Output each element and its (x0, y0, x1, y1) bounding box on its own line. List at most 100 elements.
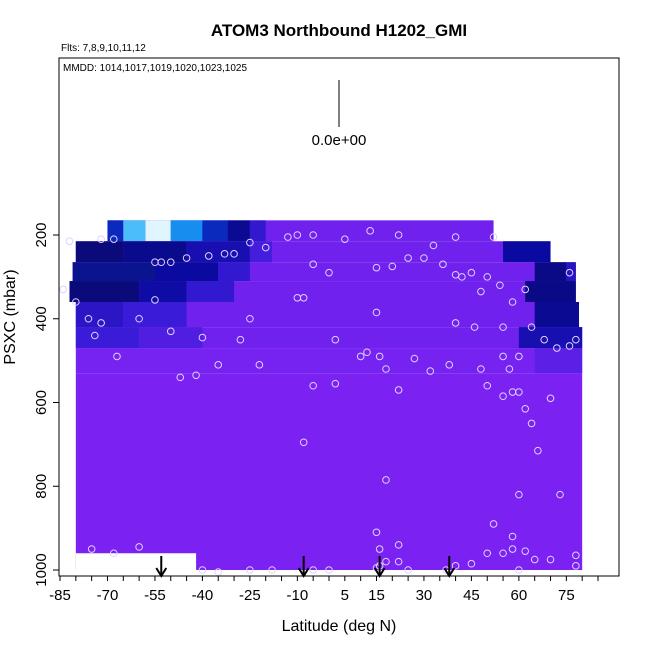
heatmap-cell (525, 281, 576, 302)
heatmap-cell (139, 281, 187, 302)
heatmap-cell (186, 241, 250, 263)
sample-point (553, 344, 561, 352)
sample-point (299, 438, 308, 447)
no-data-region (75, 553, 197, 575)
sample-point (113, 352, 121, 361)
x-tick-label: -25 (239, 587, 261, 604)
sample-point (483, 381, 492, 390)
sample-point (546, 555, 555, 564)
heatmap-cell (75, 373, 583, 570)
sample-point (293, 231, 302, 239)
sample-point (426, 367, 435, 375)
plot-frame (58, 57, 620, 577)
heatmap-cell (534, 302, 580, 328)
sample-point (451, 562, 460, 570)
sample-point (429, 241, 438, 250)
chart-title: ATOM3 Northbound H1202_GMI (211, 21, 467, 40)
heatmap-cell (75, 348, 583, 374)
sample-point (499, 392, 507, 401)
sample-point (477, 365, 485, 373)
sample-point (65, 237, 74, 246)
heatmap-cell (154, 262, 219, 282)
heatmap-cell (227, 220, 250, 242)
sample-point (182, 254, 191, 262)
sample-point (97, 319, 105, 327)
sample-point (372, 528, 381, 537)
sample-point (299, 294, 308, 302)
sample-point (214, 568, 223, 576)
x-tick-label: -10 (287, 587, 309, 604)
sample-point (97, 235, 105, 243)
sample-point (176, 373, 185, 382)
x-tick-label: 75 (558, 587, 575, 604)
heatmap-cell (503, 241, 551, 263)
sample-point (508, 298, 517, 306)
sample-point (483, 273, 492, 281)
sample-point (546, 394, 555, 403)
sample-point (565, 268, 574, 277)
sample-point (527, 419, 536, 428)
sample-point (499, 352, 507, 361)
sample-point (331, 335, 340, 344)
sample-point (166, 258, 175, 267)
sample-point (530, 555, 539, 564)
x-axis-label: Latitude (deg N) (282, 618, 397, 635)
y-tick-label: 600 (33, 390, 50, 415)
sample-point (284, 233, 292, 241)
heatmap-cell (202, 220, 228, 242)
sample-point (382, 476, 390, 484)
heatmap-cell (72, 262, 155, 282)
dates-note: MMDD: 1014,1017,1019,1020,1023,1025 (63, 63, 247, 74)
sample-point (388, 262, 397, 271)
flights-note: Flts: 7,8,9,10,11,12 (61, 43, 146, 54)
sample-point (331, 379, 340, 388)
sample-point (325, 268, 333, 277)
sample-point (496, 281, 504, 290)
sample-point (467, 559, 476, 568)
sample-point (157, 258, 166, 267)
sample-point (309, 566, 317, 574)
heatmap-cell (75, 302, 124, 328)
sample-point (192, 371, 200, 380)
x-tick-label: -55 (144, 587, 166, 604)
sample-point (572, 335, 580, 344)
sample-point (508, 545, 517, 553)
sample-point (404, 254, 412, 262)
heatmap-cell (566, 262, 576, 282)
sample-point (341, 235, 349, 243)
sample-point (198, 333, 207, 342)
x-tick-label: 30 (416, 587, 433, 604)
sample-point (489, 520, 498, 528)
sample-point (410, 354, 419, 363)
heatmap-cell (69, 281, 140, 302)
heatmap-cell (249, 241, 273, 263)
heatmap-cell (218, 262, 250, 282)
sample-point (521, 404, 530, 413)
sample-point (382, 365, 390, 373)
sample-point (246, 238, 254, 247)
sample-point (508, 532, 517, 541)
sample-point (489, 233, 498, 241)
sample-point (572, 551, 580, 560)
sample-point (375, 545, 384, 553)
heatmap-cell (170, 220, 203, 242)
sample-point (445, 361, 454, 369)
sample-point (325, 566, 333, 574)
sample-point (394, 386, 403, 394)
sample-point (356, 352, 365, 361)
heatmap-cell (75, 241, 124, 263)
colorbar-value-label: 0.0e+00 (312, 132, 367, 149)
sample-point (394, 557, 403, 566)
x-tick-label: -70 (97, 587, 119, 604)
heatmap-cell (145, 220, 171, 242)
y-tick-label: 1000 (33, 553, 50, 586)
sample-point (135, 314, 143, 323)
sample-point (420, 254, 428, 262)
sample-point (451, 319, 460, 327)
y-tick-label: 200 (33, 222, 50, 247)
sample-point (135, 543, 143, 551)
sample-point (166, 327, 175, 336)
heatmap-cell (518, 327, 583, 349)
sample-point (198, 566, 207, 574)
heatmap-cell (107, 220, 124, 242)
